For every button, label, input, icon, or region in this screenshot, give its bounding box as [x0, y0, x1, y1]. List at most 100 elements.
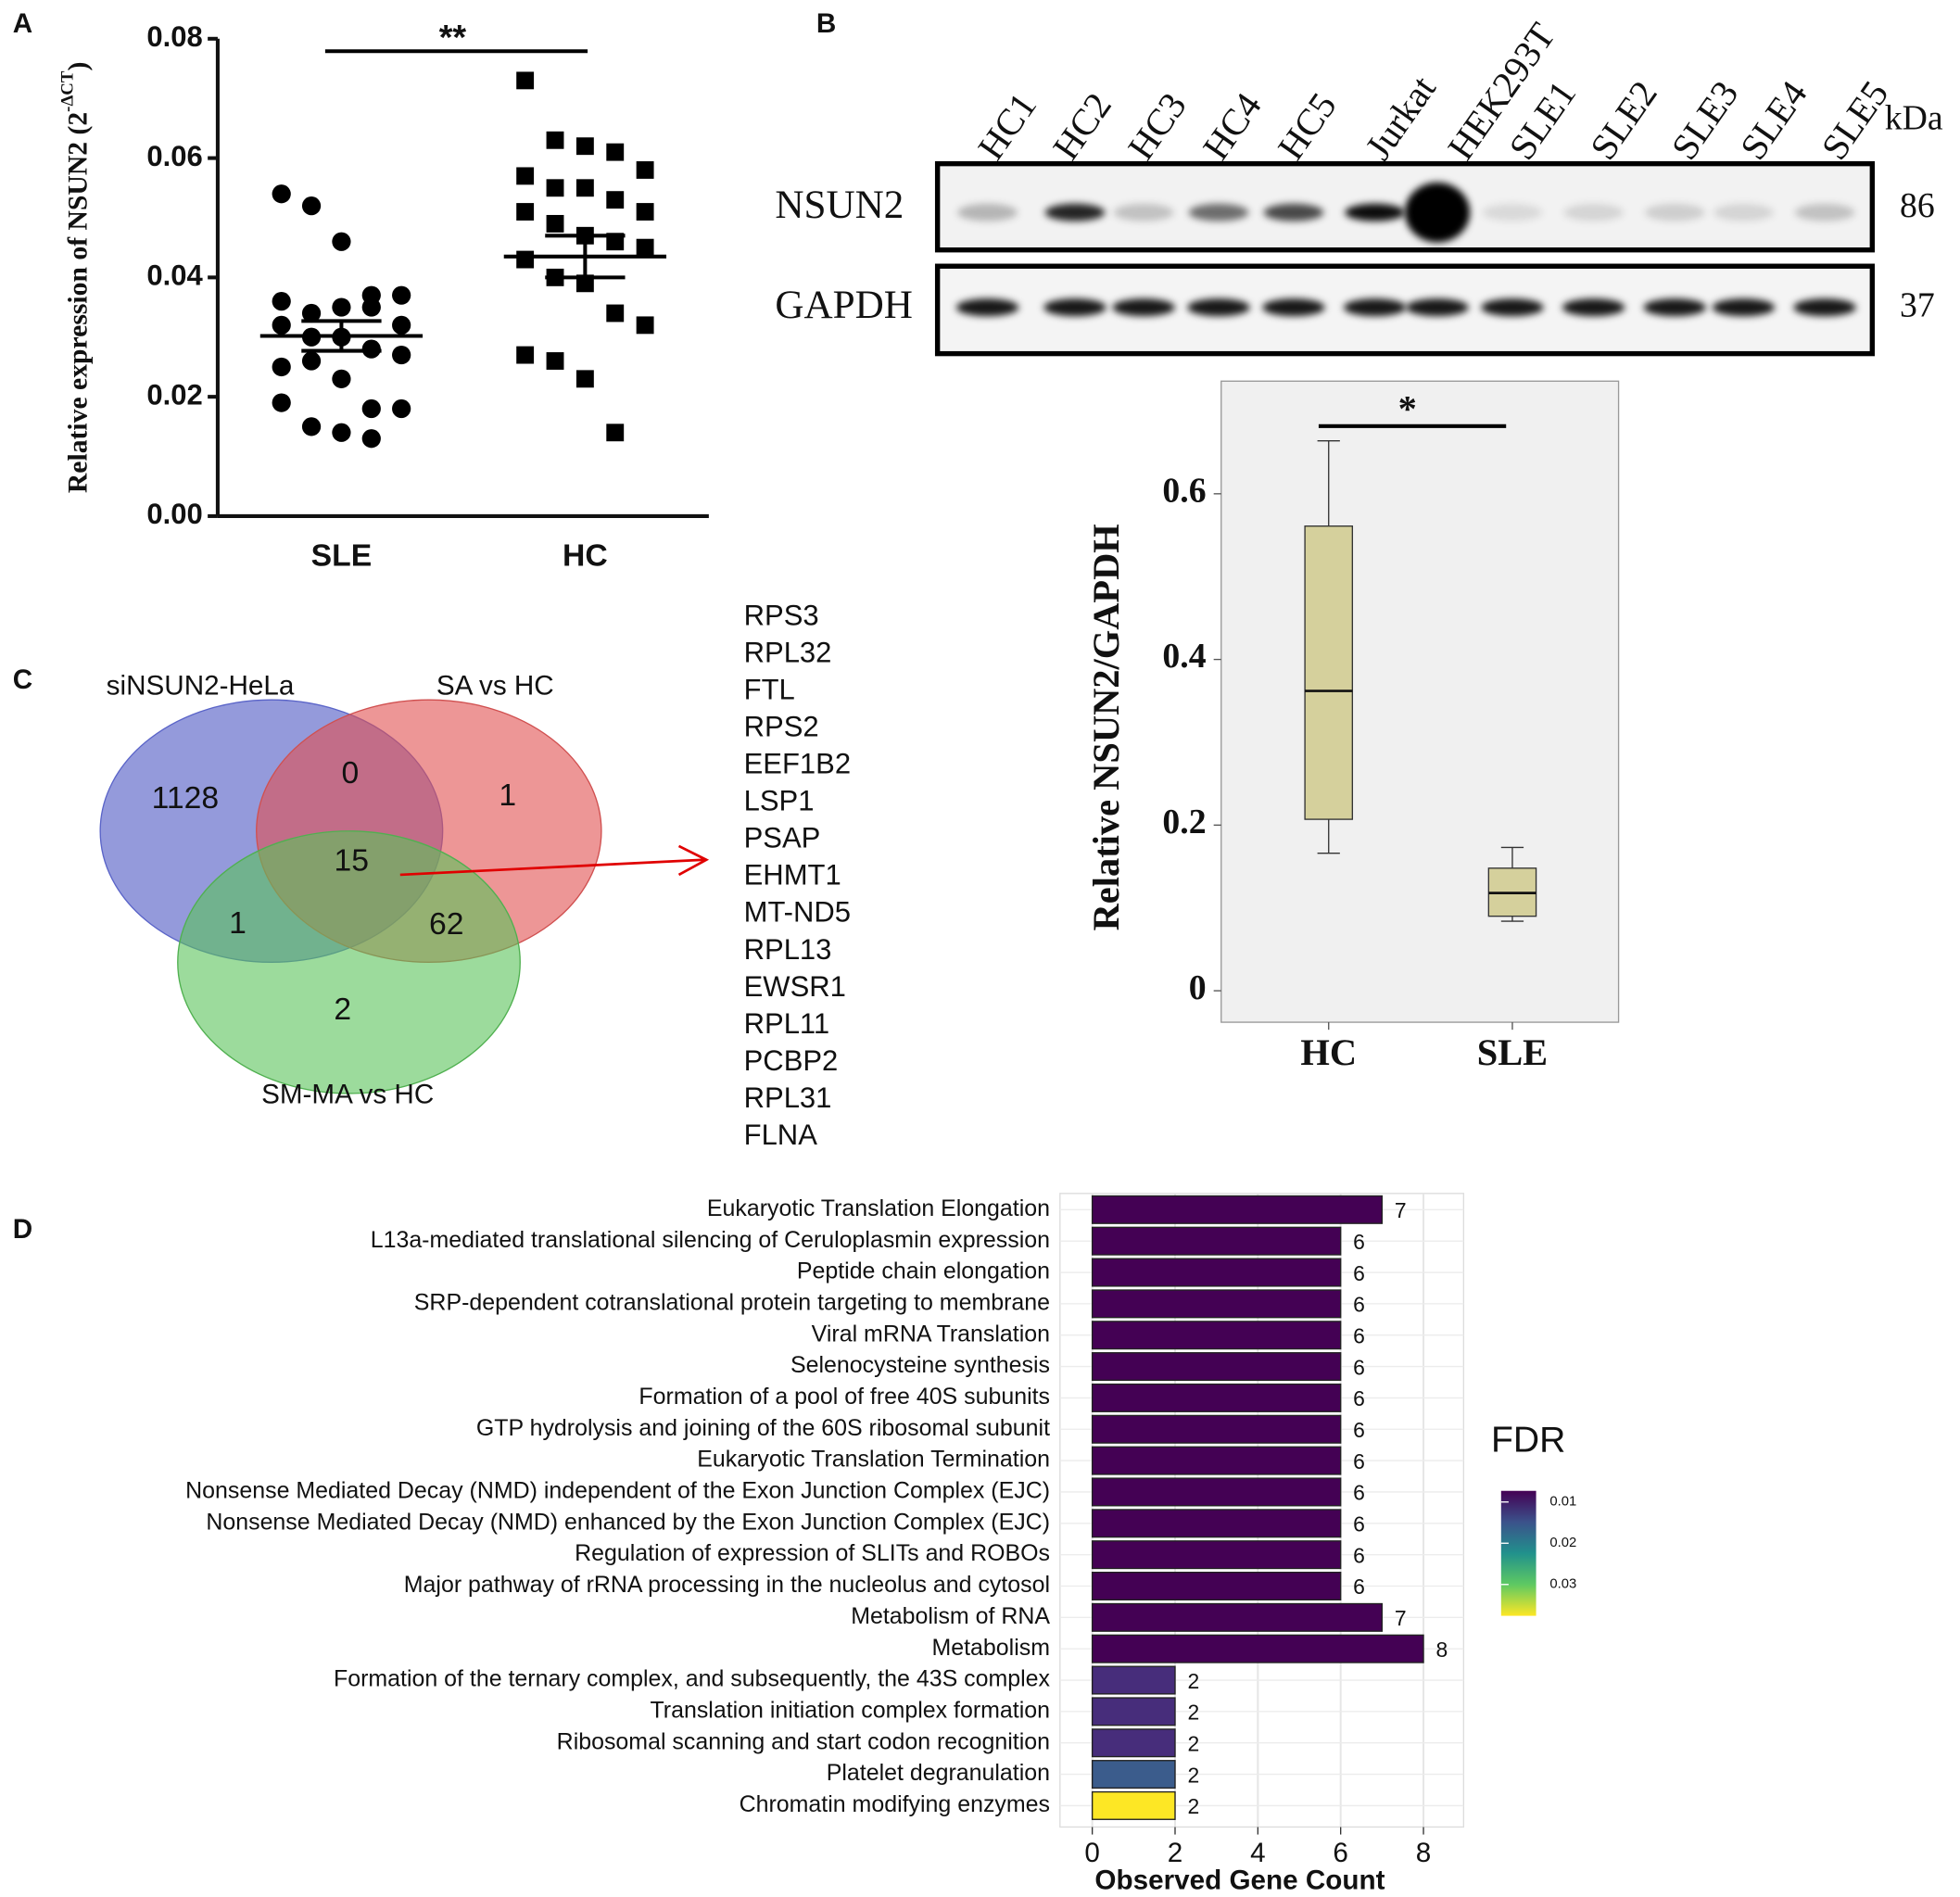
y-axis-label: Relative expression of NSUN2 (2-ΔCT) [58, 62, 94, 494]
dot [272, 184, 291, 204]
band [955, 298, 1019, 317]
value-label: 2 [1187, 1763, 1199, 1787]
band [1793, 298, 1856, 317]
panel-label: B [816, 8, 836, 39]
dot [636, 238, 654, 257]
bar [1091, 1258, 1342, 1287]
label-part: -ΔCT [58, 70, 78, 112]
set-label: siNSUN2-HeLa [107, 670, 295, 701]
bar [1091, 1509, 1342, 1538]
y-tick-label: 0.06 [146, 140, 202, 172]
gene: LSP1 [744, 785, 815, 817]
lane-label: HC5 [1270, 85, 1345, 167]
dot [332, 232, 351, 251]
y-tick-label: Metabolism [931, 1635, 1050, 1661]
value-label: 2 [1187, 1669, 1199, 1693]
dot [361, 297, 381, 317]
plot-area [1220, 380, 1620, 1023]
bar [1091, 1665, 1176, 1695]
lane-label: HC2 [1044, 85, 1119, 167]
lane-label: HC1 [969, 85, 1044, 167]
value-label: 6 [1353, 1449, 1365, 1473]
bar [1091, 1289, 1342, 1319]
y-tick-label: 0.00 [146, 498, 202, 530]
band [957, 203, 1018, 221]
box [1304, 525, 1354, 820]
y-tick-label: 0.08 [146, 20, 202, 53]
y-tick-label: 0.04 [146, 259, 203, 292]
value-label: 6 [1353, 1355, 1365, 1379]
bar [1091, 1414, 1342, 1444]
value-label: 2 [1187, 1731, 1199, 1755]
bar [1091, 1602, 1384, 1632]
label-part: ) [63, 62, 93, 71]
band [1644, 203, 1705, 221]
gene: FTL [744, 673, 795, 705]
dot [636, 203, 654, 221]
value-label: 7 [1395, 1198, 1407, 1222]
y-tick-label: L13a-mediated translational silencing of… [371, 1227, 1050, 1253]
gene: RPS2 [744, 710, 819, 742]
bar [1091, 1697, 1176, 1726]
kda-label: 37 [1900, 286, 1935, 325]
y-tick-label: Major pathway of rRNA processing in the … [404, 1572, 1050, 1598]
value-label: 6 [1353, 1386, 1365, 1410]
y-tick-label: Peptide chain elongation [797, 1258, 1050, 1284]
legend-title: FDR [1491, 1420, 1565, 1460]
band [1563, 203, 1624, 221]
value-label: 6 [1353, 1575, 1365, 1599]
band [1043, 298, 1106, 317]
gene: PCBP2 [744, 1044, 839, 1077]
band [1643, 298, 1706, 317]
x-tick-label: SLE [311, 537, 373, 573]
value-label: 6 [1353, 1230, 1365, 1254]
row-label: NSUN2 [775, 183, 904, 227]
y-tick-label: Nonsense Mediated Decay (NMD) independen… [185, 1478, 1050, 1504]
y-tick-label: Eukaryotic Translation Elongation [707, 1195, 1050, 1221]
significance: * [1398, 387, 1417, 429]
gene: EHMT1 [744, 859, 841, 892]
bar [1091, 1226, 1342, 1256]
bar [1091, 1321, 1342, 1350]
region-count: 1128 [152, 780, 219, 816]
colorbar-tick-label: 0.02 [1549, 1536, 1576, 1550]
band [1404, 182, 1471, 243]
y-tick-label: Viral mRNA Translation [812, 1321, 1050, 1347]
lane-label: HC3 [1119, 85, 1195, 167]
value-label: 7 [1395, 1606, 1407, 1630]
gene: FLNA [744, 1119, 818, 1151]
gene: PSAP [744, 822, 821, 854]
gene: RPL31 [744, 1081, 832, 1114]
row-label: GAPDH [775, 284, 913, 327]
region-count: 1 [229, 905, 247, 941]
dot [272, 315, 291, 335]
dot [606, 191, 625, 209]
arrow-head [677, 844, 710, 877]
band [1044, 203, 1106, 221]
bar [1091, 1446, 1342, 1475]
value-label: 6 [1353, 1543, 1365, 1567]
bar [1091, 1790, 1176, 1820]
dot [301, 196, 322, 216]
value-label: 6 [1353, 1293, 1365, 1317]
dot [575, 370, 594, 388]
gene: RPS3 [744, 599, 819, 631]
value-label: 6 [1353, 1481, 1365, 1505]
gene: MT-ND5 [744, 896, 851, 929]
dot [516, 346, 535, 364]
band [1263, 203, 1324, 221]
set-label: SA vs HC [436, 670, 554, 701]
x-tick-label: 8 [1416, 1838, 1432, 1868]
y-tick-label: Nonsense Mediated Decay (NMD) enhanced b… [206, 1509, 1050, 1535]
y-tick-label: 0.6 [1162, 471, 1206, 510]
lane-label: SLE2 [1582, 73, 1665, 167]
gene: RPL11 [744, 1007, 830, 1040]
dot [332, 423, 351, 442]
band [1343, 298, 1407, 317]
dot [301, 351, 322, 371]
band [1345, 203, 1405, 221]
dot [392, 285, 411, 305]
dot [636, 161, 654, 179]
band [1481, 298, 1544, 317]
